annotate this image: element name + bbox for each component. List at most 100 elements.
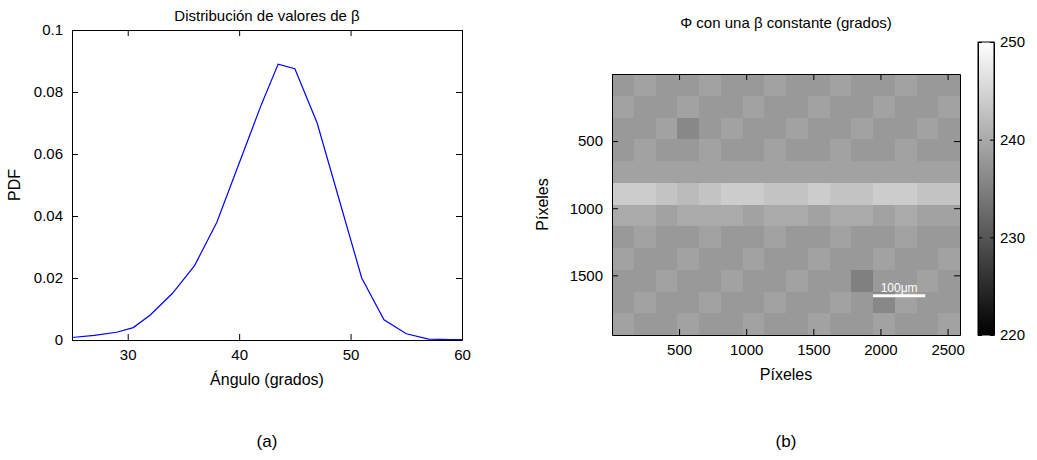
heatmap-cell — [699, 161, 721, 183]
tick: 500 — [667, 329, 692, 358]
heatmap-cell — [786, 313, 808, 335]
plot-area — [612, 74, 960, 335]
panel-label: (b) — [776, 432, 797, 451]
tick: 0.02 — [34, 269, 78, 286]
tick — [456, 92, 462, 93]
heatmap-cell — [699, 205, 721, 227]
heatmap-cell — [743, 96, 765, 118]
heatmap-cell — [873, 248, 895, 270]
tick-label: 0.1 — [42, 21, 63, 38]
heatmap-cell — [612, 74, 634, 96]
heatmap-cell — [808, 270, 830, 292]
axis-line — [462, 31, 463, 341]
tick — [954, 141, 960, 142]
heatmap-cell — [851, 226, 873, 248]
heatmap-cell — [808, 161, 830, 183]
heatmap-cell — [764, 205, 786, 227]
tick-mark — [128, 334, 129, 340]
axis-line — [994, 43, 995, 336]
tick-mark — [612, 275, 618, 276]
tick-mark — [948, 74, 949, 80]
heatmap-cell — [830, 139, 852, 161]
heatmap-cell — [721, 205, 743, 227]
heatmap-cell — [895, 74, 917, 96]
tick-mark — [954, 141, 960, 142]
tick-label: 1000 — [730, 341, 763, 358]
heatmap-cell — [656, 313, 678, 335]
chart-title: Φ con una β constante (grados) — [680, 14, 892, 31]
heatmap-cell — [851, 248, 873, 270]
heatmap-cell — [808, 118, 830, 140]
heatmap-cell — [699, 248, 721, 270]
tick-mark — [813, 74, 814, 80]
heatmap-cell — [743, 205, 765, 227]
tick-mark — [351, 334, 352, 340]
tick: 250 — [990, 33, 1025, 50]
colorbar-axis: 220230240250 — [990, 33, 1025, 343]
tick — [948, 74, 949, 80]
tick-label: 40 — [231, 346, 248, 363]
tick-mark — [679, 329, 680, 335]
heatmap-cell — [634, 248, 656, 270]
tick-mark — [880, 74, 881, 80]
heatmap-cell — [721, 74, 743, 96]
heatmap-cell — [786, 74, 808, 96]
heatmap-cell — [786, 183, 808, 205]
heatmap-cell — [808, 74, 830, 96]
axis-line — [978, 43, 979, 336]
heatmap-cell — [656, 248, 678, 270]
heatmap-cell — [656, 292, 678, 314]
tick — [456, 154, 462, 155]
heatmap-cell — [895, 161, 917, 183]
tick-label: 0.02 — [34, 269, 63, 286]
heatmap-cell — [851, 118, 873, 140]
tick-mark — [456, 30, 462, 31]
heatmap-cell — [764, 248, 786, 270]
heatmap-cell — [634, 292, 656, 314]
heatmap-cell — [851, 292, 873, 314]
tick-mark — [239, 30, 240, 36]
heatmap-cell — [677, 313, 699, 335]
tick — [978, 140, 982, 141]
x-axis-title: Píxeles — [760, 366, 812, 383]
heatmap-cell — [743, 139, 765, 161]
heatmap-cell — [873, 161, 895, 183]
heatmap-cell — [764, 74, 786, 96]
heatmap-cell — [764, 118, 786, 140]
heatmap-cell — [743, 161, 765, 183]
heatmap-cell — [938, 292, 960, 314]
heatmap-cell — [677, 292, 699, 314]
tick-label: 0.06 — [34, 145, 63, 162]
heatmap-cell — [612, 96, 634, 118]
y-axis-right — [456, 31, 463, 341]
heatmap-cell — [917, 226, 939, 248]
tick-label: 50 — [343, 346, 360, 363]
tick-label: 0 — [55, 331, 63, 348]
tick-label: 2000 — [864, 341, 897, 358]
heatmap-cell — [873, 226, 895, 248]
heatmap-cell — [938, 74, 960, 96]
heatmap-cell — [634, 226, 656, 248]
y-axis-title: Píxeles — [534, 178, 551, 230]
heatmap-cell — [721, 292, 743, 314]
heatmap-cell — [786, 161, 808, 183]
tick — [351, 30, 352, 36]
y-axis: 50010001500 — [570, 75, 618, 336]
tick — [679, 74, 680, 80]
tick: 2000 — [864, 329, 897, 358]
heatmap-cell — [612, 313, 634, 335]
x-axis-top — [613, 74, 961, 80]
tick-mark — [351, 30, 352, 36]
tick-mark — [978, 335, 982, 336]
tick: 500 — [578, 132, 618, 149]
tick-mark — [954, 275, 960, 276]
figure: 3040506000.020.040.060.080.1Distribución… — [0, 0, 1037, 460]
heatmap-cell — [721, 183, 743, 205]
heatmap-cell — [938, 161, 960, 183]
tick: 0 — [55, 331, 78, 348]
tick-label: 1000 — [570, 199, 603, 216]
heatmap-cell — [634, 139, 656, 161]
tick: 50 — [343, 334, 360, 363]
tick — [954, 208, 960, 209]
tick-label: 0.04 — [34, 207, 63, 224]
